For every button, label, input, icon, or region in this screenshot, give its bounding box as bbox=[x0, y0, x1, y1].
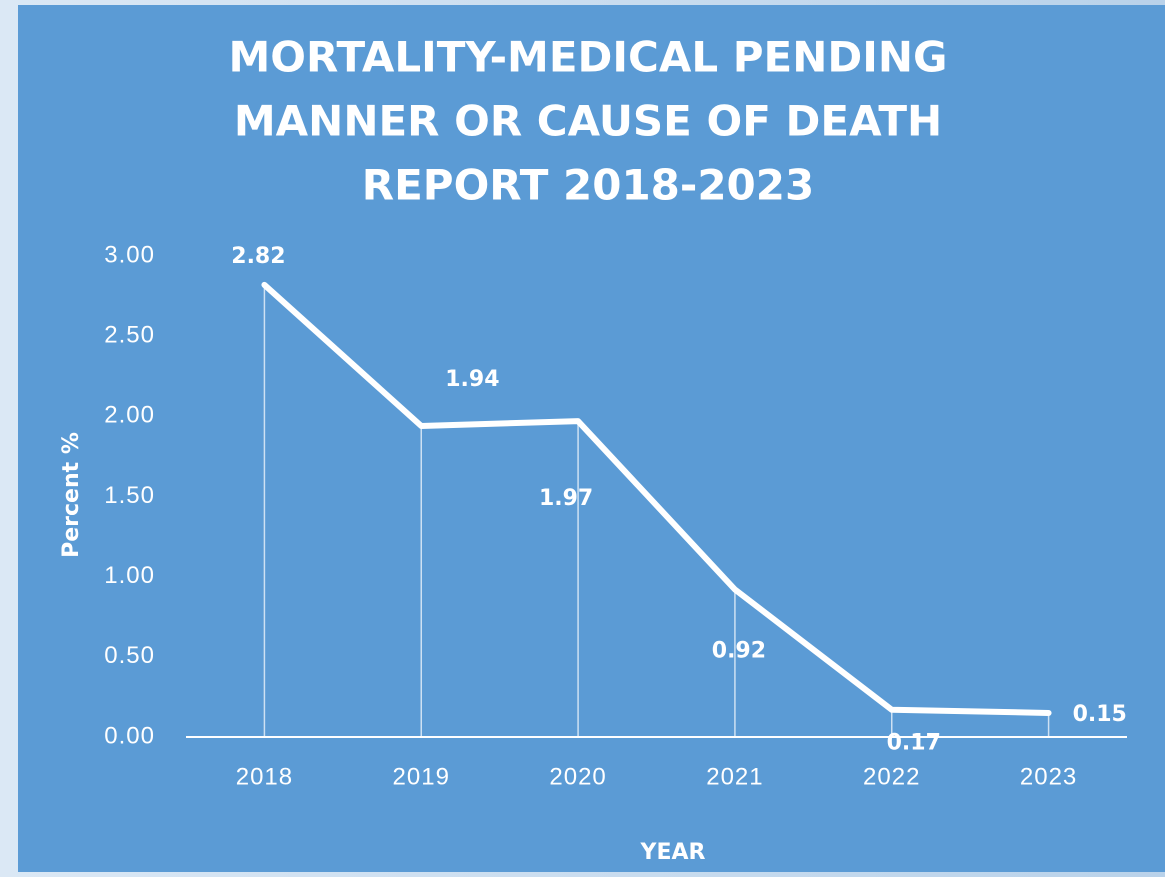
data-label: 0.92 bbox=[712, 638, 766, 663]
y-tick-label: 0.50 bbox=[104, 642, 155, 669]
x-tick-label: 2022 bbox=[863, 763, 920, 790]
chart-title: MANNER OR CAUSE OF DEATH bbox=[234, 97, 942, 146]
x-tick-label: 2020 bbox=[549, 763, 606, 790]
y-tick-label: 2.00 bbox=[104, 402, 155, 429]
line-series bbox=[261, 281, 1052, 716]
x-tick-label: 2019 bbox=[393, 763, 450, 790]
data-label: 1.97 bbox=[539, 486, 593, 511]
data-label: 1.94 bbox=[445, 367, 499, 392]
x-axis-label: YEAR bbox=[640, 840, 706, 865]
x-tick-label: 2021 bbox=[706, 763, 763, 790]
y-axis-label: Percent % bbox=[59, 432, 84, 558]
data-label: 2.82 bbox=[231, 244, 285, 269]
y-tick-label: 3.00 bbox=[104, 241, 155, 268]
y-tick-label: 1.50 bbox=[104, 482, 155, 509]
y-tick-label: 2.50 bbox=[104, 322, 155, 349]
data-label: 0.17 bbox=[887, 731, 941, 756]
chart-title: REPORT 2018-2023 bbox=[362, 161, 814, 210]
chart-title: MORTALITY-MEDICAL PENDING bbox=[229, 33, 948, 82]
y-tick-label: 0.00 bbox=[104, 722, 155, 749]
x-tick-label: 2018 bbox=[236, 763, 293, 790]
x-tick-label: 2023 bbox=[1020, 763, 1077, 790]
y-tick-label: 1.00 bbox=[104, 562, 155, 589]
data-label: 0.15 bbox=[1073, 702, 1127, 727]
